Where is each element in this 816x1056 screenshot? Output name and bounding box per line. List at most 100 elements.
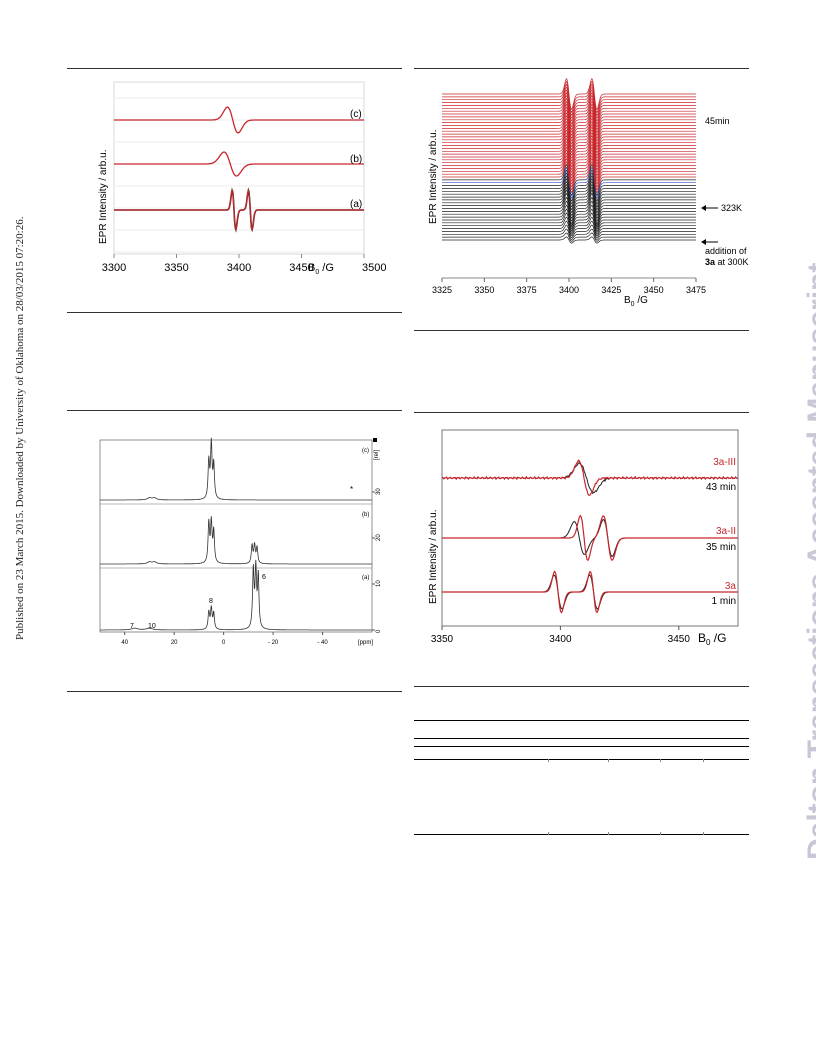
epr-chart-abc: (c) (b) (a) 3300 3350 3400 3450 3500 EPR Int… [98, 81, 386, 276]
rule-right-4 [414, 686, 749, 687]
rule-left-3 [67, 410, 402, 411]
series-3a-II [442, 514, 738, 562]
series-line-a [114, 188, 364, 232]
x-tick-label: 3450 [289, 262, 313, 274]
spectrum-trace [442, 77, 696, 111]
spectrum-label-c: (c) [362, 448, 369, 454]
series-line-b [114, 151, 364, 177]
x-tick-label: 3450 [644, 285, 664, 295]
peak-label-7: 7 [130, 623, 134, 630]
rule-right-2 [414, 330, 749, 331]
rule-left-2 [67, 312, 402, 313]
x-tick-label: 40 [121, 640, 128, 646]
spectrum-trace [442, 224, 696, 239]
series-label-3a-III: 3a-III [713, 457, 736, 468]
arrow-addition-head [701, 239, 706, 245]
y-tick-label: 30 [376, 488, 382, 495]
x-tick-label: 3350 [164, 262, 188, 274]
table-col-tick [548, 759, 549, 762]
y-tick-label: 10 [376, 580, 382, 587]
annotation-45min: 45min [705, 116, 730, 126]
y-axis-label: EPR Intensity / arb.u. [428, 510, 439, 605]
spectrum-trace [442, 232, 696, 242]
series-line-c [114, 106, 364, 134]
time-label-1min: 1 min [712, 596, 736, 607]
epr-3a-chart: 3a-III 43 min 3a-II 35 min 3a 1 min 3350… [428, 429, 739, 647]
annotation-3a: 3a at 300K [705, 257, 749, 267]
x-tick-label: - 40 [317, 640, 328, 646]
arrow-323k-head [701, 205, 706, 211]
rule-left-top [67, 68, 402, 69]
annotation-323k: 323K [721, 203, 742, 213]
spectrum-trace [442, 212, 696, 234]
x-tick-label: 3400 [227, 262, 251, 274]
table-col-tick [548, 832, 549, 835]
plot-frame [441, 429, 739, 627]
series-label-b: (b) [350, 154, 362, 165]
x-tick-label: 3325 [432, 285, 452, 295]
table-col-tick [660, 832, 661, 835]
rule-left-4 [67, 691, 402, 692]
x-tick-label: 3350 [431, 634, 454, 645]
peak-label-6: 6 [262, 574, 266, 581]
x-tick-label: 3300 [102, 262, 126, 274]
x-tick-label: 3400 [559, 285, 579, 295]
x-tick-label: 3375 [517, 285, 537, 295]
peak-label-10: 10 [148, 623, 156, 630]
x-tick-label: 20 [171, 640, 178, 646]
series-3a-III [441, 459, 738, 496]
plot-frame [99, 439, 373, 633]
time-label-35min: 35 min [706, 542, 736, 553]
peak-label-8: 8 [209, 598, 213, 605]
epr-stacked-chart: 3325 3350 3375 3400 3425 3450 3475 EPR Intensi… [428, 77, 749, 308]
spectrum-trace [442, 220, 696, 237]
spectrum-trace [442, 208, 696, 232]
plot-frame [113, 81, 365, 255]
series-3a [442, 570, 738, 614]
y-tick-label: 0 [376, 629, 382, 633]
table-col-tick [703, 759, 704, 762]
corner-label: [rel] [374, 450, 380, 460]
spectrum-c [100, 437, 372, 501]
x-tick-label: 3475 [686, 285, 706, 295]
y-axis-label: EPR Intensity / arb.u. [98, 150, 109, 245]
table-col-tick [703, 832, 704, 835]
table-rule-4 [414, 759, 749, 760]
x-axis-label: B0 /G [698, 631, 726, 647]
spectrum-trace [442, 216, 696, 235]
table-col-tick [660, 759, 661, 762]
y-axis-label: EPR Intensity / arb.u. [428, 130, 439, 225]
x-tick-label: 3350 [474, 285, 494, 295]
series-label-c: (c) [350, 109, 362, 120]
series-label-a: (a) [350, 199, 362, 210]
published-notice: Published on 23 March 2015. Downloaded b… [14, 216, 26, 640]
x-tick-label: 3400 [549, 634, 572, 645]
table-bottom-rule [414, 834, 749, 835]
x-axis-label: B0 /G [624, 295, 648, 308]
table-rule-2 [414, 738, 749, 739]
star-marker: * [350, 485, 353, 494]
journal-watermark: Dalton Transactions Accepted Manuscript [802, 262, 816, 860]
x-tick-label: 3425 [601, 285, 621, 295]
table-col-tick [608, 759, 609, 762]
table-top-rule [414, 720, 749, 721]
series-label-3a-II: 3a-II [716, 526, 736, 537]
spectrum-trace [442, 236, 696, 244]
time-label-43min: 43 min [706, 482, 736, 493]
x-tick-label: 3450 [668, 634, 691, 645]
table-col-tick [608, 832, 609, 835]
corner-square [373, 438, 377, 442]
annotation-addition: addition of [705, 246, 747, 256]
rule-right-top [414, 68, 749, 69]
x-axis-label: B0 /G [308, 262, 334, 276]
nmr-chart: (c) (b) (a) * 7 10 8 6 40 20 0 - 20 - 40 0 10… [99, 437, 382, 646]
x-tick-label: 3500 [362, 262, 386, 274]
y-tick-label: 20 [376, 534, 382, 541]
spectrum-a [100, 559, 372, 631]
spectrum-label-a: (a) [362, 575, 369, 581]
spectrum-b [100, 516, 372, 565]
table-rule-3 [414, 746, 749, 747]
series-label-3a: 3a [725, 581, 737, 592]
spectrum-trace [442, 228, 696, 241]
x-unit-label: [ppm] [358, 640, 373, 646]
